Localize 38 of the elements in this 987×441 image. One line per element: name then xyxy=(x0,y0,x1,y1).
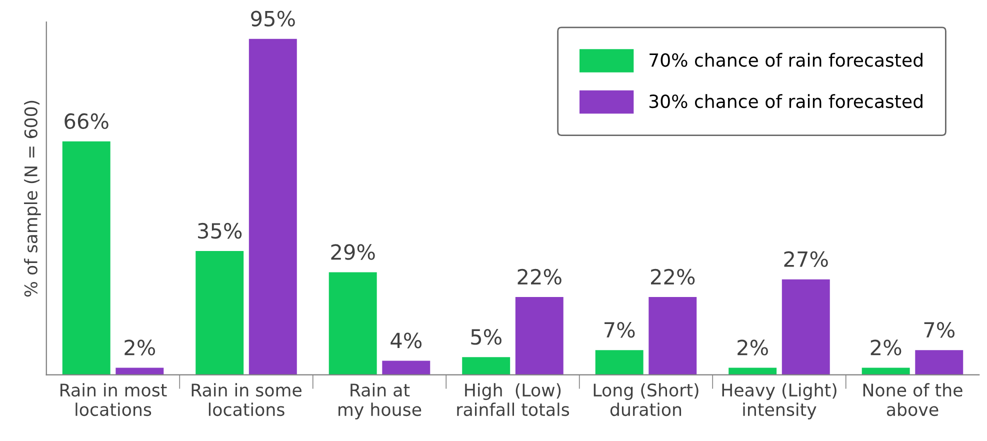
x-tick-label: Heavy (Light) intensity xyxy=(722,383,836,420)
bar xyxy=(728,368,777,375)
bar xyxy=(648,297,697,375)
bar xyxy=(62,141,110,375)
bar xyxy=(248,38,297,375)
bar xyxy=(862,368,910,375)
data-label: 29% xyxy=(331,244,375,260)
data-label: 2% xyxy=(124,340,156,356)
x-tick-label: Rain in some locations xyxy=(192,383,302,416)
data-label: 2% xyxy=(870,340,902,356)
bar xyxy=(782,279,830,375)
data-label: 4% xyxy=(390,332,422,348)
bar xyxy=(595,350,644,375)
y-axis-title: % of sample (N = 600) xyxy=(24,100,41,297)
data-label: 66% xyxy=(64,113,108,130)
data-label: 22% xyxy=(651,268,695,285)
data-label: 27% xyxy=(784,251,828,267)
bar xyxy=(328,272,377,375)
x-tick-label: High (Low) rainfall totals xyxy=(457,383,570,416)
x-tick-label: Rain at my house xyxy=(338,383,422,420)
data-label: 95% xyxy=(251,10,295,26)
bar xyxy=(382,360,430,375)
bar xyxy=(196,251,244,375)
legend-label: 70% chance of rain forecasted xyxy=(650,52,922,67)
data-label: 2% xyxy=(738,340,768,356)
bar xyxy=(915,350,964,375)
x-tick-label: Long (Short) duration xyxy=(594,383,698,416)
x-tick-label: Rain in most locations xyxy=(60,383,167,416)
bar xyxy=(116,368,164,375)
data-label: 22% xyxy=(518,268,562,285)
data-label: 35% xyxy=(198,222,242,239)
data-label: 5% xyxy=(471,329,502,345)
bar xyxy=(462,357,510,375)
data-label: 7% xyxy=(604,322,635,338)
bar xyxy=(515,297,564,375)
x-tick-label: None of the above xyxy=(863,383,962,416)
legend-label: 30% chance of rain forecasted xyxy=(649,94,922,108)
data-label: 7% xyxy=(924,322,955,338)
